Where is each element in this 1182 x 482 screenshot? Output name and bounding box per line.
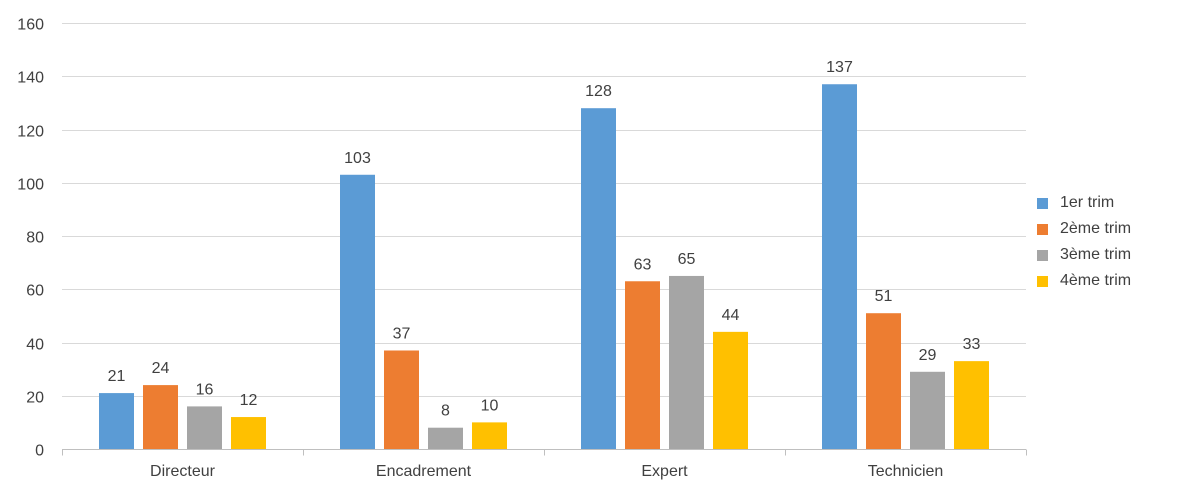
bar	[866, 313, 901, 449]
legend-label: 2ème trim	[1060, 220, 1132, 237]
bars	[99, 84, 989, 450]
data-label: 16	[196, 381, 214, 398]
y-tick-label: 40	[26, 337, 44, 354]
data-label: 8	[441, 403, 450, 420]
bar	[428, 427, 463, 449]
bar	[822, 84, 857, 450]
bar	[713, 331, 748, 449]
y-tick-label: 140	[17, 70, 44, 87]
bar	[99, 393, 134, 449]
bar	[384, 350, 419, 449]
x-tick-label: Expert	[641, 463, 688, 480]
gridlines	[62, 23, 1026, 397]
bar	[669, 275, 704, 449]
bar	[231, 417, 266, 449]
x-tick-label: Technicien	[868, 463, 944, 480]
legend-swatch	[1037, 197, 1048, 209]
x-tick-label: Encadrement	[376, 463, 472, 480]
y-tick-label: 20	[26, 390, 44, 407]
bar	[581, 108, 616, 449]
data-labels: 21 24 16 12 103 37 8 10 128 63 65 44 137 51 29 33	[108, 59, 981, 419]
bar	[625, 281, 660, 449]
data-label: 33	[963, 336, 981, 353]
y-axis: 0 20 40 60 80 100 120 140 160	[17, 17, 44, 460]
legend-swatch	[1037, 223, 1048, 235]
bar	[340, 174, 375, 449]
bar	[472, 422, 507, 449]
data-label: 51	[875, 288, 893, 305]
y-tick-label: 160	[17, 17, 44, 34]
x-axis: Directeur Encadrement Expert Technicien	[62, 449, 1027, 480]
legend: 1er trim 2ème trim 3ème trim 4ème trim	[1037, 190, 1182, 294]
data-label: 24	[152, 360, 170, 377]
y-tick-label: 80	[26, 230, 44, 247]
legend-item: 4ème trim	[1037, 268, 1182, 294]
legend-item: 1er trim	[1037, 190, 1182, 216]
bar	[187, 406, 222, 449]
data-label: 65	[678, 251, 696, 268]
bar	[910, 371, 945, 449]
legend-label: 4ème trim	[1060, 272, 1132, 289]
data-label: 37	[393, 325, 411, 342]
bar	[954, 361, 989, 449]
data-label: 44	[722, 307, 740, 324]
data-label: 103	[344, 150, 371, 167]
data-label: 10	[481, 397, 499, 414]
data-label: 21	[108, 368, 126, 385]
legend-label: 3ème trim	[1060, 246, 1132, 263]
data-label: 12	[240, 392, 258, 409]
data-label: 63	[634, 256, 652, 273]
y-tick-label: 60	[26, 283, 44, 300]
y-tick-label: 120	[17, 124, 44, 141]
data-label: 29	[919, 347, 937, 364]
legend-swatch	[1037, 275, 1048, 287]
y-tick-label: 0	[35, 443, 44, 460]
data-label: 128	[585, 83, 612, 100]
legend-label: 1er trim	[1060, 194, 1115, 211]
bar	[143, 385, 178, 449]
legend-item: 2ème trim	[1037, 216, 1182, 242]
x-tick-label: Directeur	[150, 463, 216, 480]
data-label: 137	[826, 59, 853, 76]
legend-swatch	[1037, 249, 1048, 261]
y-tick-label: 100	[17, 177, 44, 194]
legend-item: 3ème trim	[1037, 242, 1182, 268]
